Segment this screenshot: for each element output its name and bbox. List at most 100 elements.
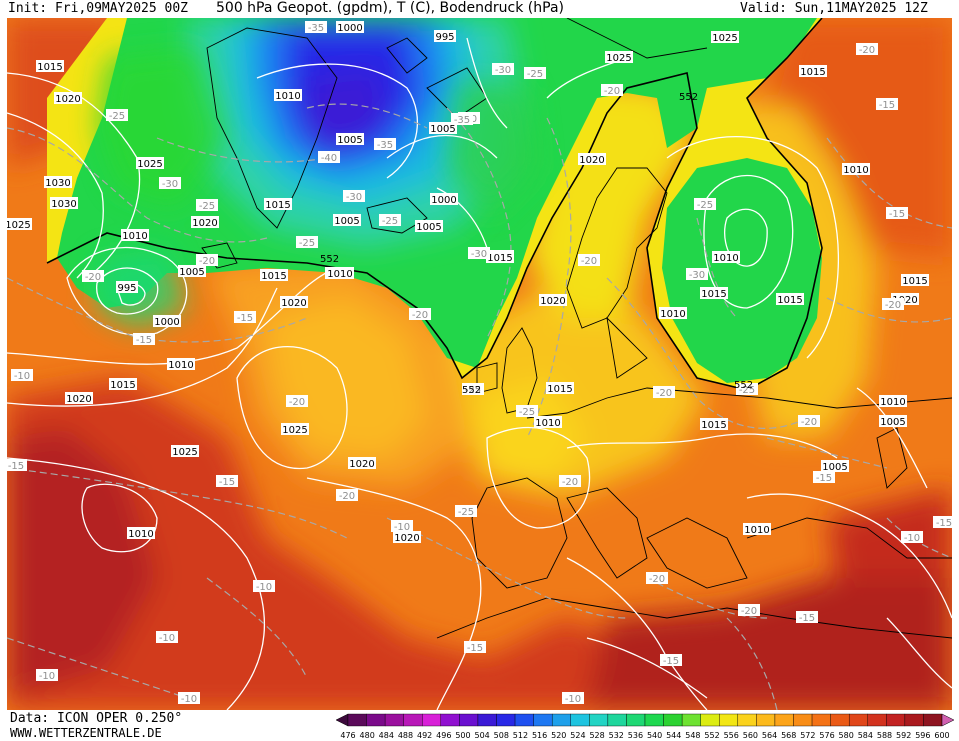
svg-text:1005: 1005 [430, 124, 455, 135]
colorbar-tick-label: 544 [666, 731, 681, 740]
svg-text:-10: -10 [394, 522, 410, 533]
pressure-label: 1020 [191, 216, 219, 229]
data-source: Data: ICON OPER 0.250° [10, 711, 183, 726]
svg-text:-20: -20 [741, 606, 757, 617]
pressure-label: 1010 [167, 358, 195, 371]
svg-text:-15: -15 [136, 335, 152, 346]
svg-text:1020: 1020 [55, 94, 80, 105]
temperature-label: -10 [562, 692, 584, 705]
svg-text:1010: 1010 [843, 165, 868, 176]
temperature-label: -15 [876, 98, 898, 111]
pressure-label: 1015 [799, 65, 827, 78]
temperature-label: -25 [524, 67, 546, 80]
svg-text:1020: 1020 [892, 295, 917, 306]
pressure-label: 1020 [54, 92, 82, 105]
pressure-label: 1010 [326, 267, 354, 280]
colorbar-tick-label: 520 [551, 731, 566, 740]
svg-text:1005: 1005 [334, 216, 359, 227]
colorbar-swatch [533, 713, 553, 727]
pressure-label: 1000 [336, 21, 364, 34]
colorbar-swatch [514, 713, 534, 727]
geopotential-552-line [46, 18, 823, 391]
svg-text:1010: 1010 [275, 91, 300, 102]
temperature-label: -20 [601, 84, 623, 97]
temperature-label: -15 [7, 459, 27, 472]
temperature-label: -20 [196, 254, 218, 267]
svg-text:1005: 1005 [880, 417, 905, 428]
svg-text:-10: -10 [14, 371, 30, 382]
isotherms [7, 103, 952, 710]
svg-text:-20: -20 [581, 256, 597, 267]
pressure-label: 1005 [429, 122, 457, 135]
colorbar-tick-label: 576 [819, 731, 834, 740]
svg-text:1025: 1025 [282, 425, 307, 436]
temperature-label: -30 [343, 190, 365, 203]
temperature-label: -20 [856, 43, 878, 56]
temperature-label: -30 [159, 177, 181, 190]
svg-text:1020: 1020 [540, 296, 565, 307]
temperature-label: -10 [901, 531, 923, 544]
svg-text:-20: -20 [604, 86, 620, 97]
pressure-label: 1005 [333, 214, 361, 227]
svg-text:-15: -15 [879, 100, 895, 111]
svg-text:1010: 1010 [713, 253, 738, 264]
temperature-label: -25 [455, 505, 477, 518]
pressure-label: 1015 [36, 60, 64, 73]
svg-text:1005: 1005 [416, 222, 441, 233]
colorbar-swatches [336, 713, 955, 727]
colorbar-tick-label: 488 [398, 731, 413, 740]
svg-text:1020: 1020 [281, 298, 306, 309]
init-time: Init: Fri,09MAY2025 00Z [8, 1, 189, 16]
temperature-label: -30 [468, 247, 490, 260]
geopotential-label: 552 [734, 380, 753, 391]
svg-text:1020: 1020 [579, 155, 604, 166]
pressure-label: 1005 [336, 133, 364, 146]
pressure-label: 1005 [415, 220, 443, 233]
svg-text:1020: 1020 [349, 459, 374, 470]
temperature-label: -25 [694, 198, 716, 211]
map-title: 500 hPa Geopot. (gpdm), T (C), Bodendruc… [216, 0, 564, 16]
svg-text:-15: -15 [467, 643, 483, 654]
pressure-label: 1015 [260, 269, 288, 282]
colorbar-arrow-low [336, 713, 349, 727]
pressure-label: 1030 [50, 197, 78, 210]
svg-text:1010: 1010 [744, 525, 769, 536]
temperature-label: -10 [178, 692, 200, 705]
temperature-label: -30 [686, 268, 708, 281]
colorbar-swatch [551, 713, 571, 727]
colorbar-swatch [811, 713, 831, 727]
temperature-label: -15 [660, 654, 682, 667]
colorbar-swatch [496, 713, 516, 727]
colorbar-swatch [663, 713, 683, 727]
weather-map: 1015 1020 1025 1030 1010 995 1000 1005 1010 995 10… [7, 18, 952, 710]
temperature-label: -20 [646, 572, 668, 585]
svg-text:-15: -15 [799, 613, 815, 624]
colorbar-tick-label: 564 [762, 731, 777, 740]
website-link[interactable]: WWW.WETTERZENTRALE.DE [10, 726, 162, 740]
colorbar-tick-label: 540 [647, 731, 662, 740]
temperature-label: -15 [813, 471, 835, 484]
svg-text:-35: -35 [454, 115, 470, 126]
svg-text:-25: -25 [519, 407, 535, 418]
pressure-label: 1010 [127, 527, 155, 540]
temperature-label: -35 [305, 21, 327, 34]
colorbar-swatch [830, 713, 850, 727]
colorbar-swatch [719, 713, 739, 727]
temperature-label: -15 [796, 611, 818, 624]
colorbar-swatch [366, 713, 386, 727]
colorbar-tick-label: 556 [724, 731, 739, 740]
svg-text:-15: -15 [237, 313, 253, 324]
svg-text:-30: -30 [495, 65, 511, 76]
svg-text:-20: -20 [339, 491, 355, 502]
svg-text:-25: -25 [458, 507, 474, 518]
temperature-label: -30 [492, 63, 514, 76]
pressure-label: 1015 [901, 274, 929, 287]
temperature-label: -15 [234, 311, 256, 324]
geopotential-labels: 552 552 552 552 [320, 92, 753, 396]
svg-text:-20: -20 [85, 272, 101, 283]
svg-text:-15: -15 [889, 209, 905, 220]
temperature-label: -20 [409, 308, 431, 321]
svg-text:1010: 1010 [128, 529, 153, 540]
colorbar-swatch [384, 713, 404, 727]
colorbar-tick-label: 492 [417, 731, 432, 740]
